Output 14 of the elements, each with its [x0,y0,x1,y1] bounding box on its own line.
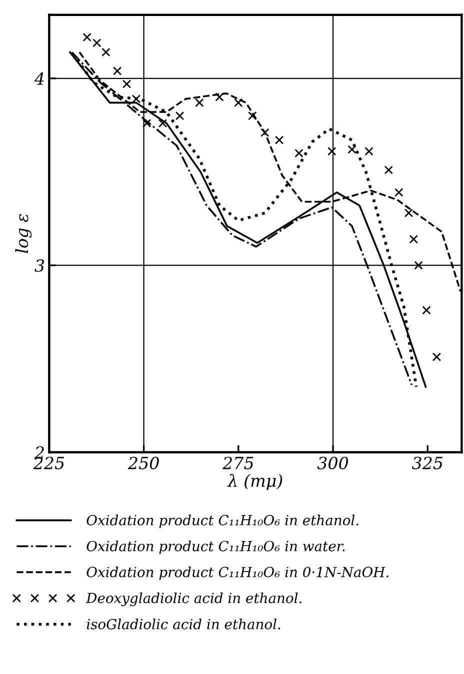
x-tick-label: 250 [128,456,159,470]
x-tick-label: 300 [317,456,348,470]
y-tick-label: 3 [34,259,44,272]
y-axis-title: log ε [15,214,32,253]
x-tick-label: 325 [412,456,443,470]
legend-label: isoGladiolic acid in ethanol. [86,618,280,630]
legend-label: Oxidation product C₁₁H₁₀O₆ in 0·1N-NaOH. [86,566,388,580]
y-tick-label: 4 [34,72,44,85]
x-axis-title: λ (mμ) [227,474,282,490]
legend-label: Oxidation product C₁₁H₁₀O₆ in water. [86,540,345,554]
x-tick-label: 225 [33,456,64,470]
legend-label: Oxidation product C₁₁H₁₀O₆ in ethanol. [86,514,358,528]
legend-label: Deoxygladiolic acid in ethanol. [86,592,302,606]
x-tick-label: 275 [222,456,254,470]
